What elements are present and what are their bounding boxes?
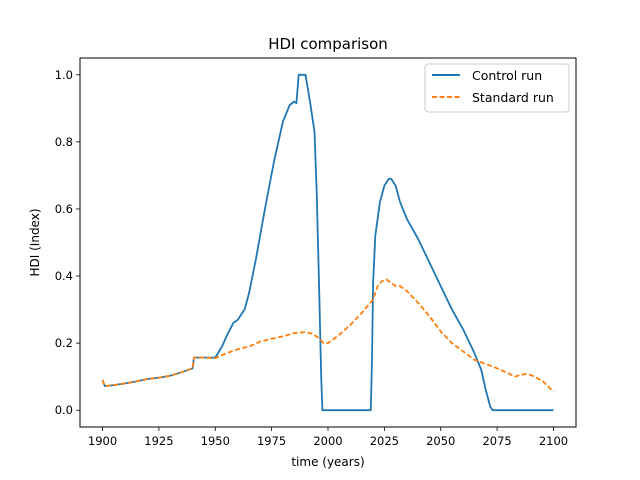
series-line-control-run: [101, 73, 554, 412]
y-axis-label: HDI (Index): [28, 208, 42, 276]
x-axis-label: time (years): [291, 455, 364, 469]
legend-box: [424, 63, 570, 113]
legend-label-standard-run: Standard run: [472, 90, 554, 105]
y-tick-label: 0.4: [55, 269, 73, 283]
x-tick-label: 1900: [88, 434, 117, 448]
x-tick-label: 1950: [201, 434, 230, 448]
legend: Control run Standard run: [424, 63, 570, 113]
x-tick-label: 2050: [426, 434, 455, 448]
series-line-standard-run: [101, 278, 555, 393]
y-tick-label: 0.8: [55, 135, 73, 149]
x-tick-label: 2100: [539, 434, 568, 448]
plot-frame: [79, 57, 577, 428]
x-axis-ticks: 1900 1925 1950 1975 2000 2025 2050 2075 2100: [88, 427, 568, 448]
x-tick-label: 2000: [313, 434, 342, 448]
y-tick-label: 1.0: [55, 68, 73, 82]
plot-lines: [101, 73, 555, 412]
x-tick-label: 1975: [257, 434, 286, 448]
y-axis-ticks: 0.0 0.2 0.4 0.6 0.8 1.0: [55, 68, 80, 417]
y-tick-label: 0.0: [55, 403, 73, 417]
chart-title: HDI comparison: [268, 35, 388, 53]
legend-label-control-run: Control run: [472, 68, 542, 83]
x-tick-label: 1925: [144, 434, 173, 448]
x-tick-label: 2025: [370, 434, 399, 448]
x-tick-label: 2075: [482, 434, 511, 448]
y-tick-label: 0.2: [55, 336, 73, 350]
y-tick-label: 0.6: [55, 202, 73, 216]
